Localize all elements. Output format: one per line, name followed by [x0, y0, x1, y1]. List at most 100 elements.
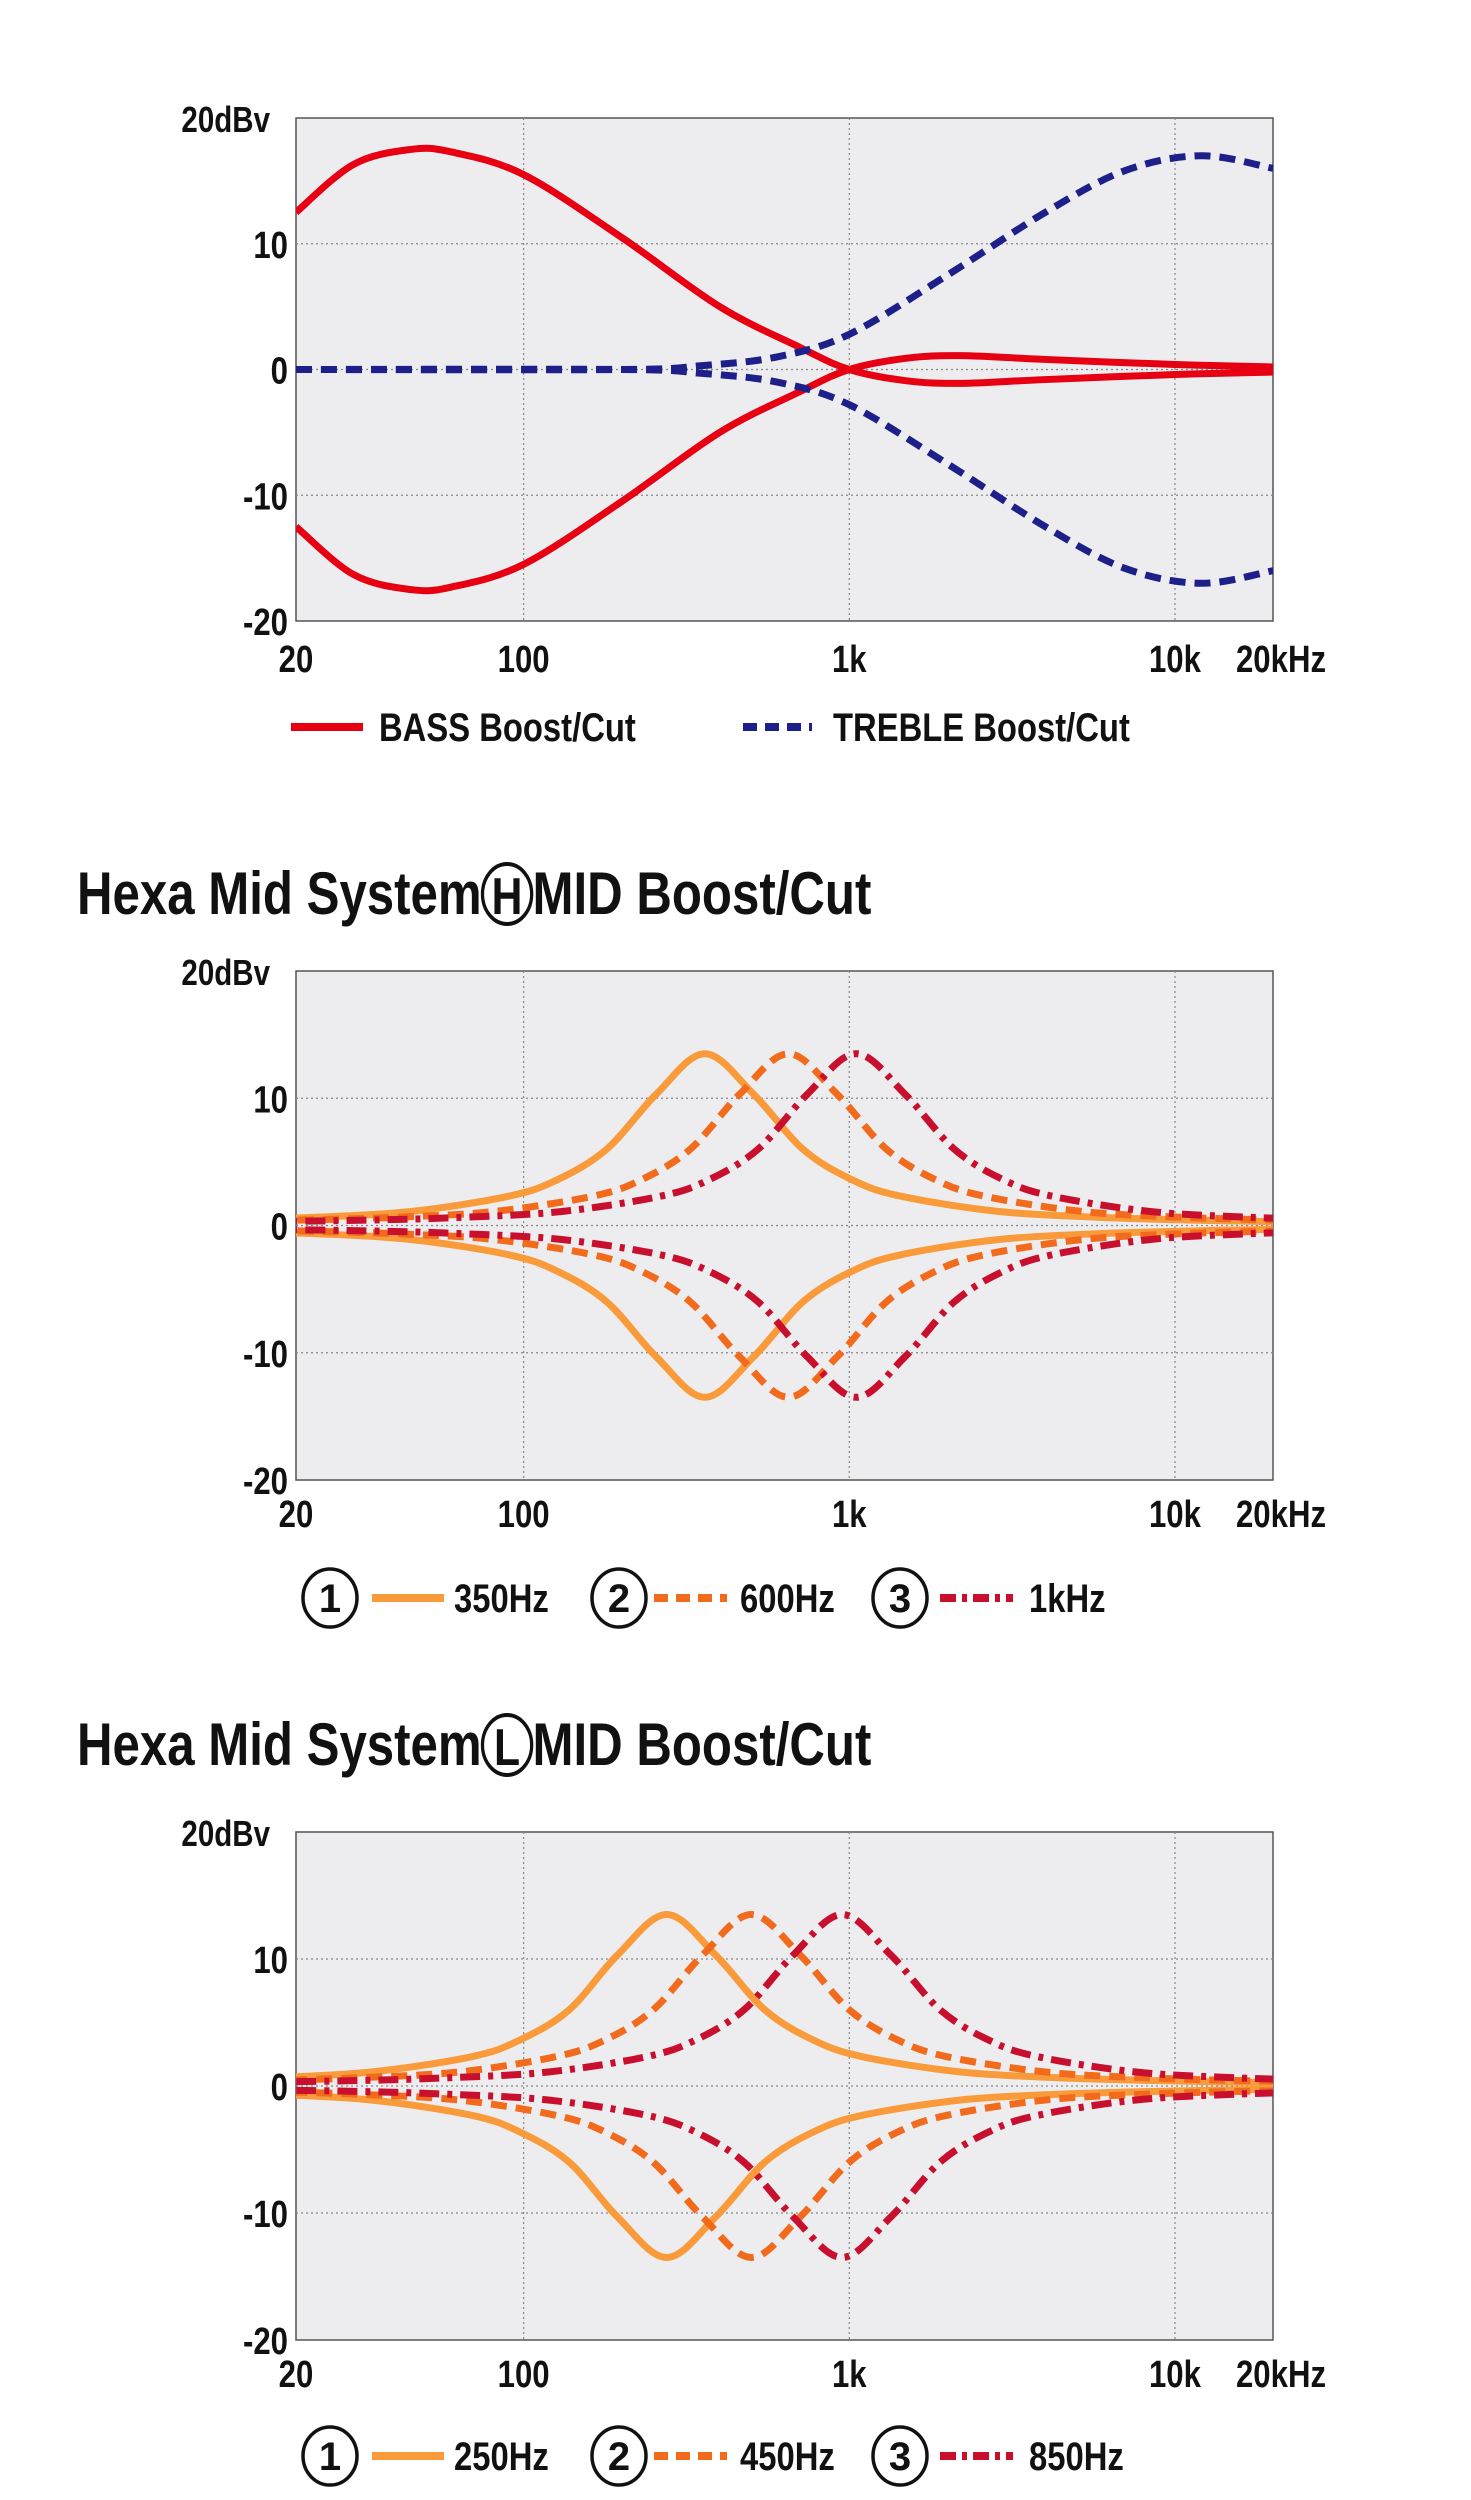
legend-number: 1 — [319, 2435, 341, 2479]
x-tick-label: 1k — [832, 1494, 867, 1536]
title-badge-circle — [480, 1713, 534, 1777]
chart-title: Hexa Mid System H MID Boost/Cut — [77, 859, 871, 927]
y-unit-label: 20dBv — [181, 1813, 270, 1853]
legend-label: 450Hz — [740, 2434, 835, 2479]
legend-item: 250Hz — [454, 2434, 549, 2479]
x-tick: 20 — [279, 639, 314, 681]
series-line-1khz — [296, 1226, 1273, 1401]
legend: 1 350Hz 2 600Hz 3 1kHz — [301, 1567, 1106, 1629]
y-tick: 10 — [253, 225, 288, 267]
legend-label: TREBLE Boost/Cut — [833, 705, 1130, 750]
y-tick-label: -10 — [243, 476, 288, 518]
x-tick-label: 1k — [832, 639, 867, 681]
x-tick: 100 — [498, 1494, 550, 1536]
y-tick: -10 — [243, 2194, 288, 2236]
legend-number-circle — [590, 1567, 648, 1629]
y-tick: 10 — [253, 1940, 288, 1982]
legend-item: TREBLE Boost/Cut — [833, 705, 1130, 750]
y-tick-label: -20 — [243, 2321, 288, 2363]
series-line-850hz — [296, 1911, 1273, 2086]
x-tick: 10k — [1149, 639, 1202, 681]
y-unit-label: 20dBv — [181, 952, 270, 992]
chart-title-text: Hexa Mid System — [77, 1710, 482, 1778]
y-tick: -20 — [243, 1461, 288, 1503]
y-tick: 0 — [271, 2067, 288, 2109]
y-tick-label: 10 — [253, 225, 288, 267]
x-tick: 20 — [279, 1494, 314, 1536]
y-tick: 0 — [271, 1207, 288, 1249]
x-tick: 10k — [1149, 1494, 1202, 1536]
y-unit-label-group: 20dBv — [181, 952, 270, 992]
title-badge-letter: L — [494, 1719, 520, 1777]
y-tick-label: -20 — [243, 1461, 288, 1503]
chart-title-text: Hexa Mid System — [77, 859, 482, 927]
legend-number-circle — [301, 1567, 359, 1629]
legend-item: 1kHz — [1029, 1576, 1106, 1621]
legend-number: 2 — [608, 2435, 630, 2479]
legend-label: BASS Boost/Cut — [379, 705, 636, 750]
x-tick-label: 1k — [832, 2354, 867, 2396]
y-tick: -10 — [243, 476, 288, 518]
x-tick: 100 — [498, 2354, 550, 2396]
chart-title: Hexa Mid System L MID Boost/Cut — [77, 1710, 871, 1778]
series-line-450hz — [296, 2087, 1273, 2261]
x-tick: 20kHz — [1236, 1494, 1326, 1536]
y-tick-label: 10 — [253, 1940, 288, 1982]
series-line-450hz — [296, 1911, 1273, 2085]
series-line-bass-boost-cut — [296, 352, 1273, 595]
y-tick-label: 0 — [271, 2067, 288, 2109]
x-tick-label: 20kHz — [1236, 639, 1326, 681]
x-tick-label: 100 — [498, 639, 550, 681]
x-tick: 10k — [1149, 2354, 1202, 2396]
y-tick-label: 10 — [253, 1079, 288, 1121]
legend-item: 450Hz — [740, 2434, 835, 2479]
chart-3: Hexa Mid System L MID Boost/Cut20dBv100-10… — [77, 1710, 1326, 2487]
x-tick: 100 — [498, 639, 550, 681]
legend-number-circle — [871, 2425, 929, 2487]
y-tick-label: 0 — [271, 351, 288, 393]
y-tick: -20 — [243, 2321, 288, 2363]
series-line-250hz — [296, 1911, 1273, 2087]
series-line-bass-boost-cut — [296, 144, 1273, 387]
title-badge-letter: H — [492, 868, 523, 926]
y-tick: 0 — [271, 351, 288, 393]
title-badge-circle — [480, 862, 534, 926]
y-tick-label: -20 — [243, 602, 288, 644]
legend-number: 1 — [319, 1577, 341, 1621]
x-tick-label: 100 — [498, 2354, 550, 2396]
series-line-600hz — [296, 1050, 1273, 1224]
x-tick-label: 20 — [279, 1494, 314, 1536]
legend: 1 250Hz 2 450Hz 3 850Hz — [301, 2425, 1124, 2487]
y-unit-label-group: 20dBv — [181, 99, 270, 139]
x-tick-label: 20 — [279, 639, 314, 681]
series-line-1khz — [296, 1050, 1273, 1225]
legend-label: 1kHz — [1029, 1576, 1106, 1621]
x-tick: 1k — [832, 1494, 867, 1536]
series-group — [296, 144, 1273, 595]
y-tick: -10 — [243, 1334, 288, 1376]
series-line-600hz — [296, 1227, 1273, 1401]
chart-title-suffix: MID Boost/Cut — [533, 1710, 872, 1778]
x-tick-label: 100 — [498, 1494, 550, 1536]
y-tick-label: 0 — [271, 1207, 288, 1249]
y-tick-label: -10 — [243, 1334, 288, 1376]
legend: BASS Boost/Cut TREBLE Boost/Cut — [291, 705, 1130, 750]
legend-label: 600Hz — [740, 1576, 835, 1621]
legend-label: 250Hz — [454, 2434, 549, 2479]
x-tick: 1k — [832, 2354, 867, 2396]
legend-number-circle — [301, 2425, 359, 2487]
legend-item: 850Hz — [1029, 2434, 1124, 2479]
x-tick-label: 20kHz — [1236, 1494, 1326, 1536]
chart-title-suffix: MID Boost/Cut — [533, 859, 872, 927]
x-tick-label: 10k — [1149, 1494, 1202, 1536]
series-line-350hz — [296, 1050, 1273, 1226]
legend-number: 3 — [889, 1577, 911, 1621]
x-tick-label: 10k — [1149, 2354, 1202, 2396]
legend-number-circle — [590, 2425, 648, 2487]
x-tick: 1k — [832, 639, 867, 681]
legend-item: 600Hz — [740, 1576, 835, 1621]
legend-label: 850Hz — [1029, 2434, 1124, 2479]
series-line-850hz — [296, 2086, 1273, 2261]
